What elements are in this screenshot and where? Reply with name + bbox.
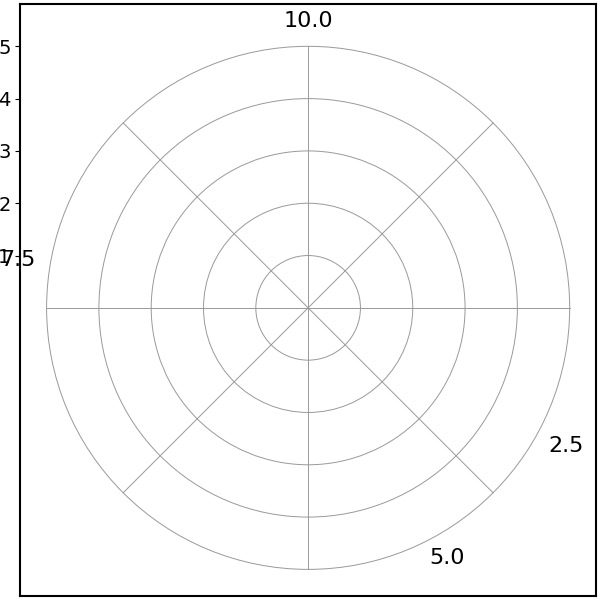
Text: 10.0: 10.0 <box>283 11 333 31</box>
Text: 7.5: 7.5 <box>0 250 35 270</box>
Text: 5.0: 5.0 <box>429 548 464 568</box>
Text: 2.5: 2.5 <box>548 436 584 457</box>
